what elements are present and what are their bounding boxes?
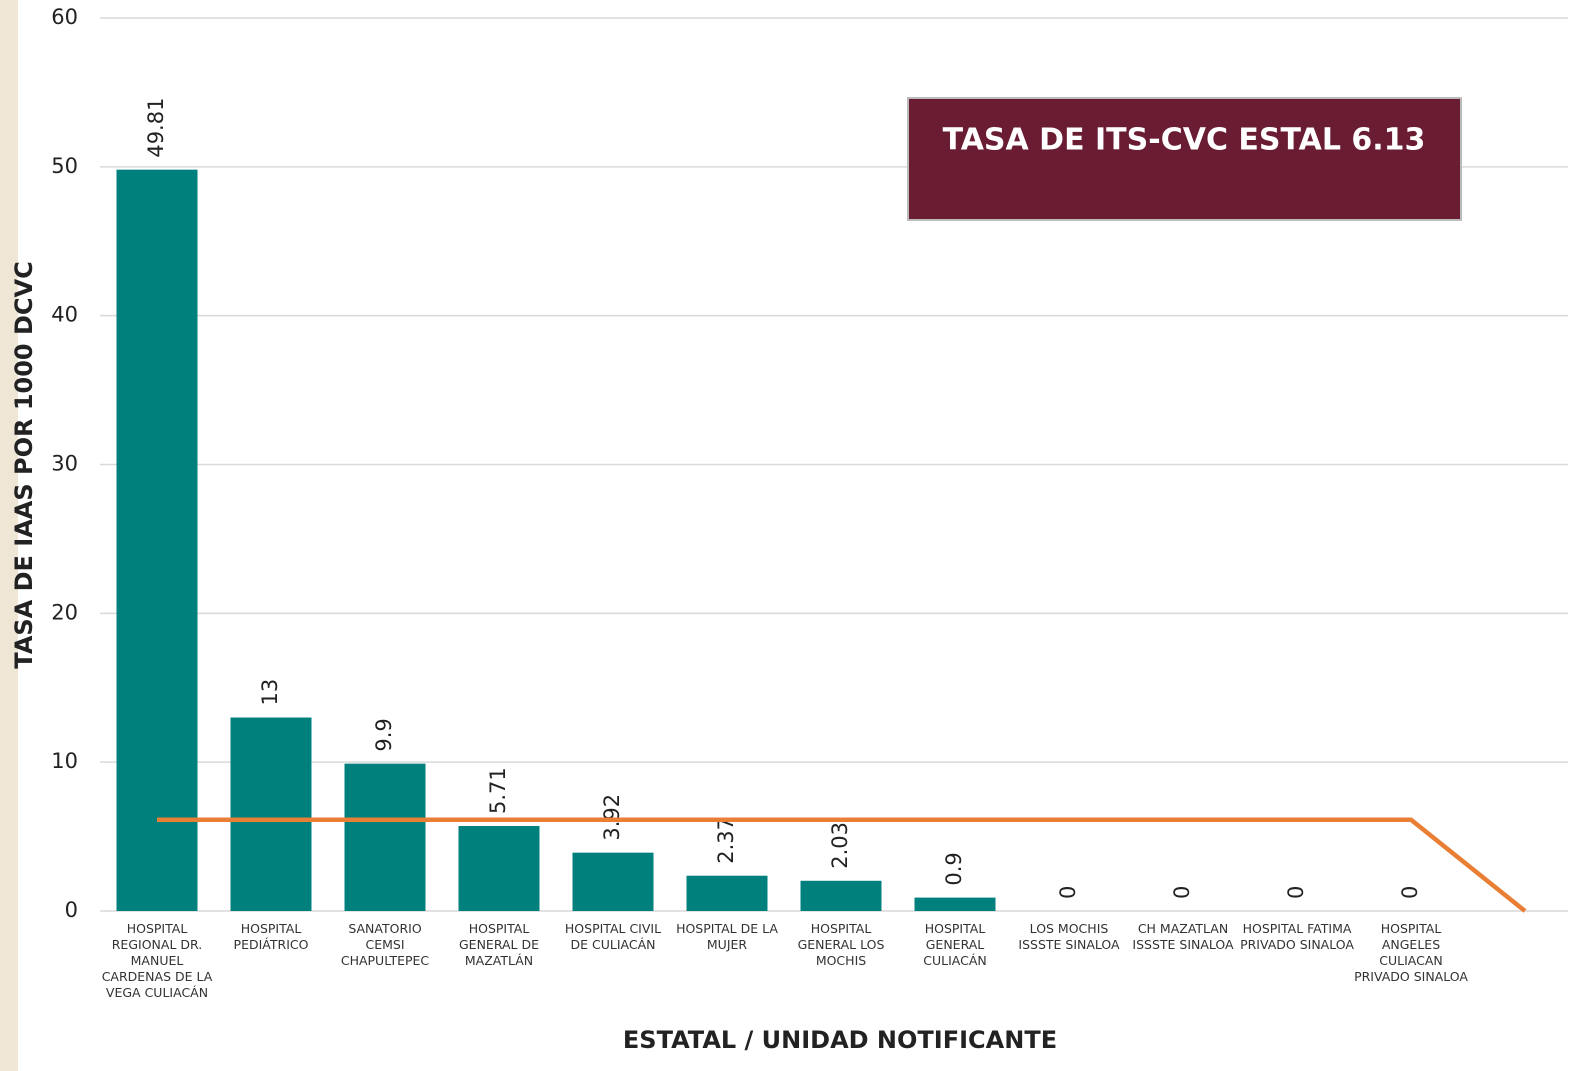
x-tick-label: SANATORIO CEMSI CHAPULTEPEC: [340, 921, 430, 968]
value-label: 13: [258, 679, 282, 706]
value-label: 2.03: [828, 822, 852, 869]
x-tick-label: HOSPITAL ANGELES CULIACAN PRIVADO SINALO…: [1354, 921, 1468, 984]
y-tick-label: 0: [65, 898, 78, 922]
y-axis-title: TASA DE IAAS POR 1000 DCVC: [10, 261, 38, 668]
annotation-text: TASA DE ITS-CVC ESTAL 6.13: [943, 123, 1426, 158]
y-tick-label: 60: [51, 5, 78, 29]
value-label: 0: [1056, 886, 1080, 899]
y-tick-label: 50: [51, 154, 78, 178]
bar: [686, 875, 768, 911]
y-tick-label: 30: [51, 452, 78, 476]
value-label: 0: [1398, 886, 1422, 899]
value-label: 0: [1284, 886, 1308, 899]
y-tick-label: 10: [51, 749, 78, 773]
x-tick-label: HOSPITAL GENERAL LOS MOCHIS: [797, 921, 885, 968]
value-label: 2.37: [714, 817, 738, 864]
value-label: 0: [1170, 886, 1194, 899]
x-tick-label: HOSPITAL GENERAL DE MAZATLÁN: [458, 921, 540, 968]
bar: [458, 826, 540, 911]
x-tick-label: HOSPITAL FATIMA PRIVADO SINALOA: [1240, 921, 1354, 952]
x-axis-title: ESTATAL / UNIDAD NOTIFICANTE: [623, 1026, 1057, 1054]
value-label: 3.92: [600, 794, 624, 841]
y-tick-label: 40: [51, 303, 78, 327]
x-tick-label: HOSPITAL GENERAL CULIACÁN: [923, 921, 987, 968]
value-label: 49.81: [144, 98, 168, 158]
x-tick-label: HOSPITAL REGIONAL DR. MANUEL CARDENAS DE…: [101, 921, 213, 1000]
value-label: 5.71: [486, 767, 510, 814]
annotation-box: [907, 97, 1462, 221]
y-tick-label: 20: [51, 600, 78, 624]
line: [157, 817, 1527, 913]
bar: [344, 763, 426, 911]
x-tick-label: HOSPITAL PEDIÁTRICO: [233, 921, 309, 952]
x-tick-label: LOS MOCHIS ISSSTE SINALOA: [1018, 921, 1120, 952]
bar: [914, 897, 996, 911]
bar: [800, 880, 882, 911]
bar: [230, 717, 312, 911]
value-label: 9.9: [372, 718, 396, 751]
x-tick-label: HOSPITAL CIVIL DE CULIACÁN: [564, 921, 662, 952]
x-tick-label: HOSPITAL DE LA MUJER: [676, 921, 778, 952]
x-tick-label: CH MAZATLAN ISSSTE SINALOA: [1132, 921, 1234, 952]
bar: [116, 169, 198, 912]
side-strip: [0, 0, 18, 1071]
bar: [572, 852, 654, 911]
value-label: 0.9: [942, 852, 966, 885]
